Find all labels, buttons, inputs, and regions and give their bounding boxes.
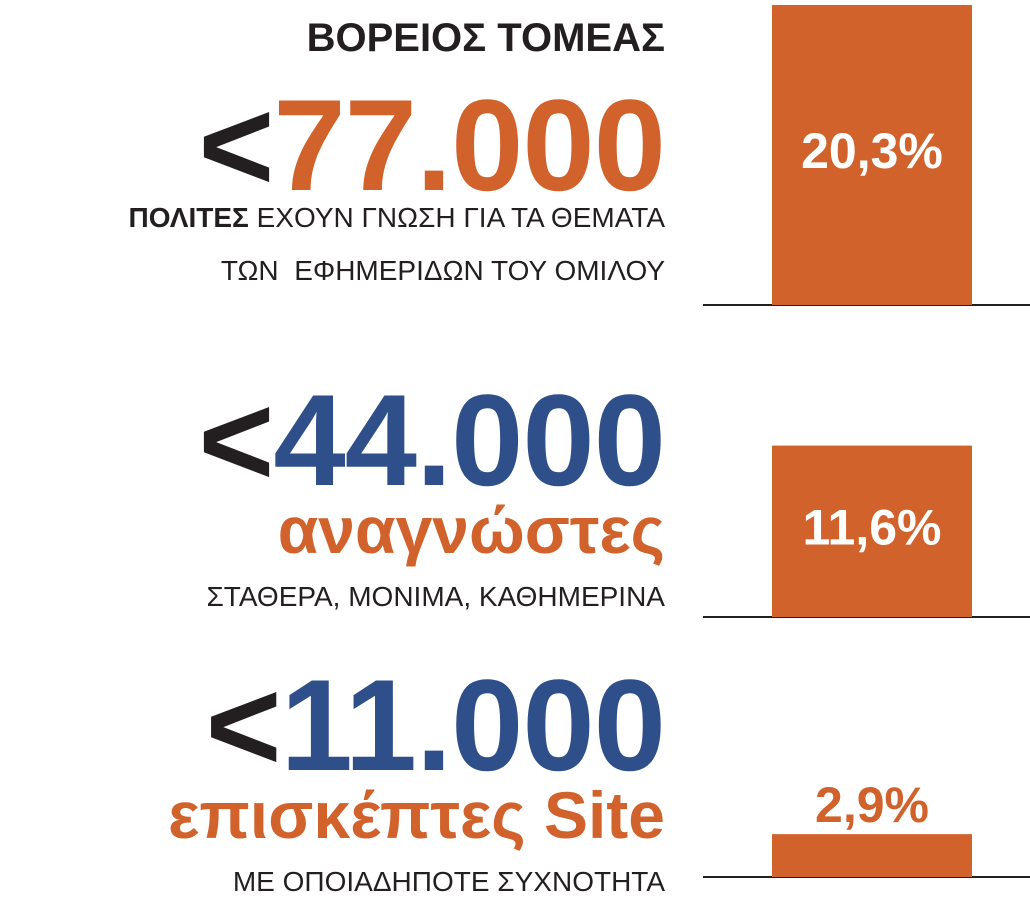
bar-label: 2,9% — [815, 777, 929, 833]
caption: ΣΤΑΘΕΡΑ, ΜΟΝΙΜΑ, ΚΑΘΗΜΕΡΙΝΑ — [206, 581, 666, 612]
bar — [772, 445, 972, 617]
caption-bold: ΠΟΛΙΤΕΣ — [128, 202, 249, 233]
caption-2: ΤΩΝ ΕΦΗΜΕΡΙΔΩΝ ΤΟΥ ΟΜΙΛΟΥ — [220, 255, 665, 286]
bar — [772, 5, 972, 305]
headline: <44.000 — [198, 375, 666, 505]
number: 77.000 — [273, 72, 666, 218]
prefix: < — [205, 652, 282, 798]
prefix: < — [198, 72, 274, 218]
title: ΒΟΡΕΙΟΣ ΤΟΜΕΑΣ — [306, 16, 665, 60]
headline: <77.000 — [198, 80, 666, 210]
bar — [772, 834, 972, 877]
caption: ΠΟΛΙΤΕΣ ΕΧΟΥΝ ΓΝΩΣΗ ΓΙΑ ΤΑ ΘΕΜΑΤΑ — [129, 204, 665, 232]
headline: <11.000 — [206, 660, 666, 790]
prefix: < — [198, 367, 274, 513]
word: αναγνώστες — [277, 493, 665, 567]
bar-label: 11,6% — [802, 499, 941, 555]
word: επισκέπτες Site — [168, 778, 665, 852]
number: 11.000 — [280, 652, 666, 798]
number: 44.000 — [273, 367, 666, 513]
caption-text: ΕΧΟΥΝ ΓΝΩΣΗ ΓΙΑ ΤΑ ΘΕΜΑΤΑ — [248, 202, 665, 233]
bar-label: 20,3% — [801, 123, 943, 179]
caption: ΜΕ ΟΠΟΙΑΔΗΠΟΤΕ ΣΥΧΝΟΤΗΤΑ — [232, 866, 665, 897]
